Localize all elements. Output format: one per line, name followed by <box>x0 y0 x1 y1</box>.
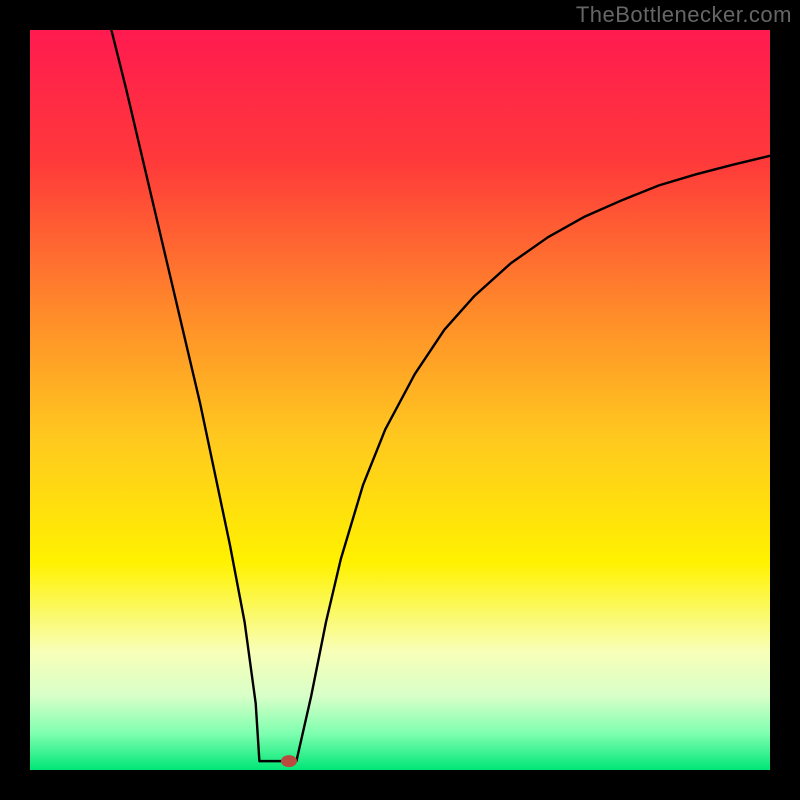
chart-container: TheBottlenecker.com <box>0 0 800 800</box>
watermark-text: TheBottlenecker.com <box>576 2 792 28</box>
optimum-marker <box>281 755 297 767</box>
bottleneck-chart <box>0 0 800 800</box>
